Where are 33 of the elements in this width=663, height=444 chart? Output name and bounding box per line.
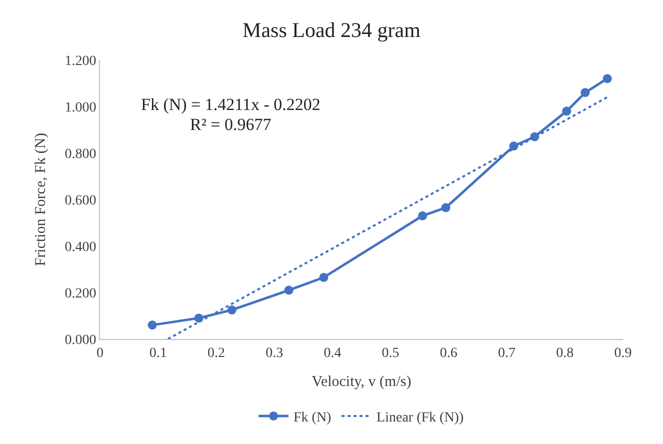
x-tick-label: 0.4 [324,346,342,361]
x-tick-label: 0 [96,346,104,361]
x-tick-label: 0.2 [207,346,225,361]
point [562,106,572,116]
x-tick-label: 0.9 [614,346,632,361]
annotation: R² = 0.9677 [190,115,272,134]
x-tick-label: 0.6 [440,346,458,361]
chart-title: Mass Load 234 gram [242,18,420,42]
legend-label: Linear (Fk (N)) [376,410,464,426]
x-tick-label: 0.5 [382,346,400,361]
legend-label: Fk (N) [294,410,332,426]
point [148,320,157,330]
x-tick-label: 0.1 [149,346,167,361]
point [441,203,450,212]
y-tick-label: 0.600 [64,193,96,208]
point [319,272,328,282]
point [284,286,294,295]
y-tick-label: 0.800 [64,146,96,162]
point [580,88,590,98]
x-axis-title: Velocity, v (m/s) [312,374,412,390]
point [418,211,428,220]
point [227,305,236,314]
y-tick-label: 1.000 [64,100,96,116]
x-tick-label: 0.7 [498,346,516,361]
y-axis-title: Friction Force, Fk (N) [32,132,49,266]
x-tick-label: 0.8 [556,346,574,361]
x-tick-label: 0.3 [266,346,284,361]
y-tick-label: 0.000 [64,332,96,348]
y-tick-label: 0.400 [64,240,96,255]
y-tick-label: 1.200 [64,54,96,69]
point [602,74,612,84]
y-tick-label: 0.200 [64,286,96,302]
annotation: Fk (N) = 1.4211x - 0.2202 [141,95,320,114]
